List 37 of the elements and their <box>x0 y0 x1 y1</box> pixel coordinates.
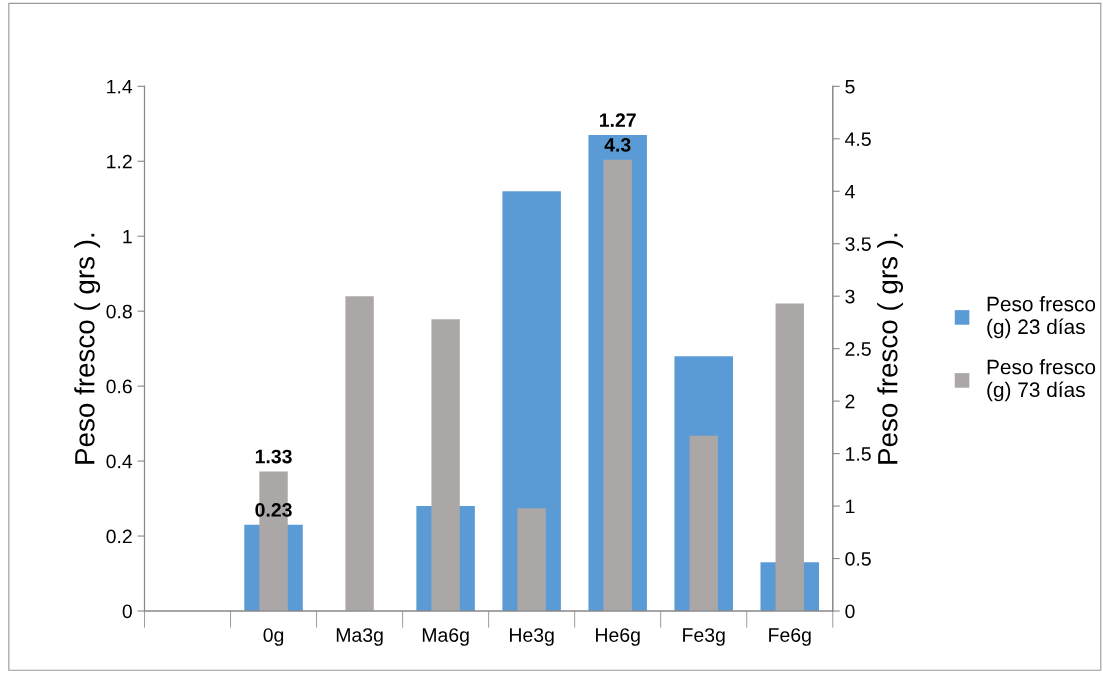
bar <box>689 435 718 611</box>
data-label: 1.27 <box>599 113 636 127</box>
y-tick-label: 0.4 <box>106 454 133 469</box>
x-tick-label: Fe3g <box>683 628 725 646</box>
y2-tick-label: 0.5 <box>845 551 871 566</box>
x-tick-label: Ma6g <box>422 628 469 646</box>
legend-label: Peso fresco (g) 23 días <box>987 296 1096 339</box>
y-tick-label: 1.4 <box>107 79 133 94</box>
y-tick-label: 0.8 <box>106 304 132 319</box>
y-tick-label: 1.2 <box>107 154 132 169</box>
bar <box>345 296 374 611</box>
y-tick-label: 1 <box>123 229 132 244</box>
y2-tick-label: 2 <box>845 394 855 409</box>
x-tick-label: 0g <box>263 628 284 646</box>
y2-tick-label: 4.5 <box>845 132 871 147</box>
y2-tick-label: 1 <box>846 499 855 514</box>
y2-tick-label: 3.5 <box>845 237 871 251</box>
x-tick-label: Ma3g <box>336 628 383 646</box>
y2-tick-label: 5 <box>845 79 855 94</box>
y2-tick-label: 1.5 <box>846 447 871 461</box>
y2-tick-label: 4 <box>845 184 855 199</box>
x-tick-label: He6g <box>596 628 640 646</box>
y-axis-title: Peso fresco ( grs ). <box>74 233 101 464</box>
y2-axis-title: Peso fresco ( grs ). <box>877 233 904 464</box>
y-tick-label: 0 <box>122 604 132 619</box>
y-tick-label: 0.6 <box>106 379 132 394</box>
x-tick-label: He3g <box>510 628 554 646</box>
data-label: 4.3 <box>604 137 631 152</box>
data-label: 1.33 <box>255 449 292 464</box>
bar <box>517 508 546 611</box>
y-tick-label: 0.2 <box>106 529 132 544</box>
legend-label: Peso fresco (g) 73 días <box>987 359 1096 402</box>
x-tick-label: Fe6g <box>769 628 811 646</box>
y2-tick-label: 3 <box>845 289 855 304</box>
y2-tick-label: 2.5 <box>845 342 871 356</box>
y2-tick-label: 0 <box>845 604 855 619</box>
data-label: 0.23 <box>255 503 292 517</box>
